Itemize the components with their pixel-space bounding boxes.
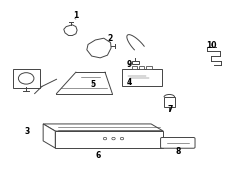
Text: 8: 8: [175, 147, 181, 156]
Text: 6: 6: [95, 151, 100, 160]
FancyBboxPatch shape: [161, 138, 195, 148]
Bar: [132, 61, 139, 64]
Text: 2: 2: [107, 34, 112, 43]
Polygon shape: [87, 38, 111, 58]
Polygon shape: [55, 131, 163, 148]
Polygon shape: [43, 124, 55, 148]
Text: 5: 5: [90, 80, 95, 89]
Bar: [132, 66, 137, 69]
Text: 9: 9: [127, 60, 132, 69]
Text: 3: 3: [25, 127, 30, 136]
FancyBboxPatch shape: [122, 69, 162, 86]
Bar: [146, 66, 152, 69]
Text: 1: 1: [73, 11, 79, 20]
Text: 7: 7: [168, 105, 173, 114]
Polygon shape: [43, 124, 163, 131]
Bar: [164, 97, 175, 107]
Bar: [139, 66, 144, 69]
Text: 10: 10: [206, 41, 217, 50]
FancyBboxPatch shape: [13, 69, 40, 88]
Polygon shape: [64, 25, 77, 35]
Text: 4: 4: [127, 78, 132, 87]
